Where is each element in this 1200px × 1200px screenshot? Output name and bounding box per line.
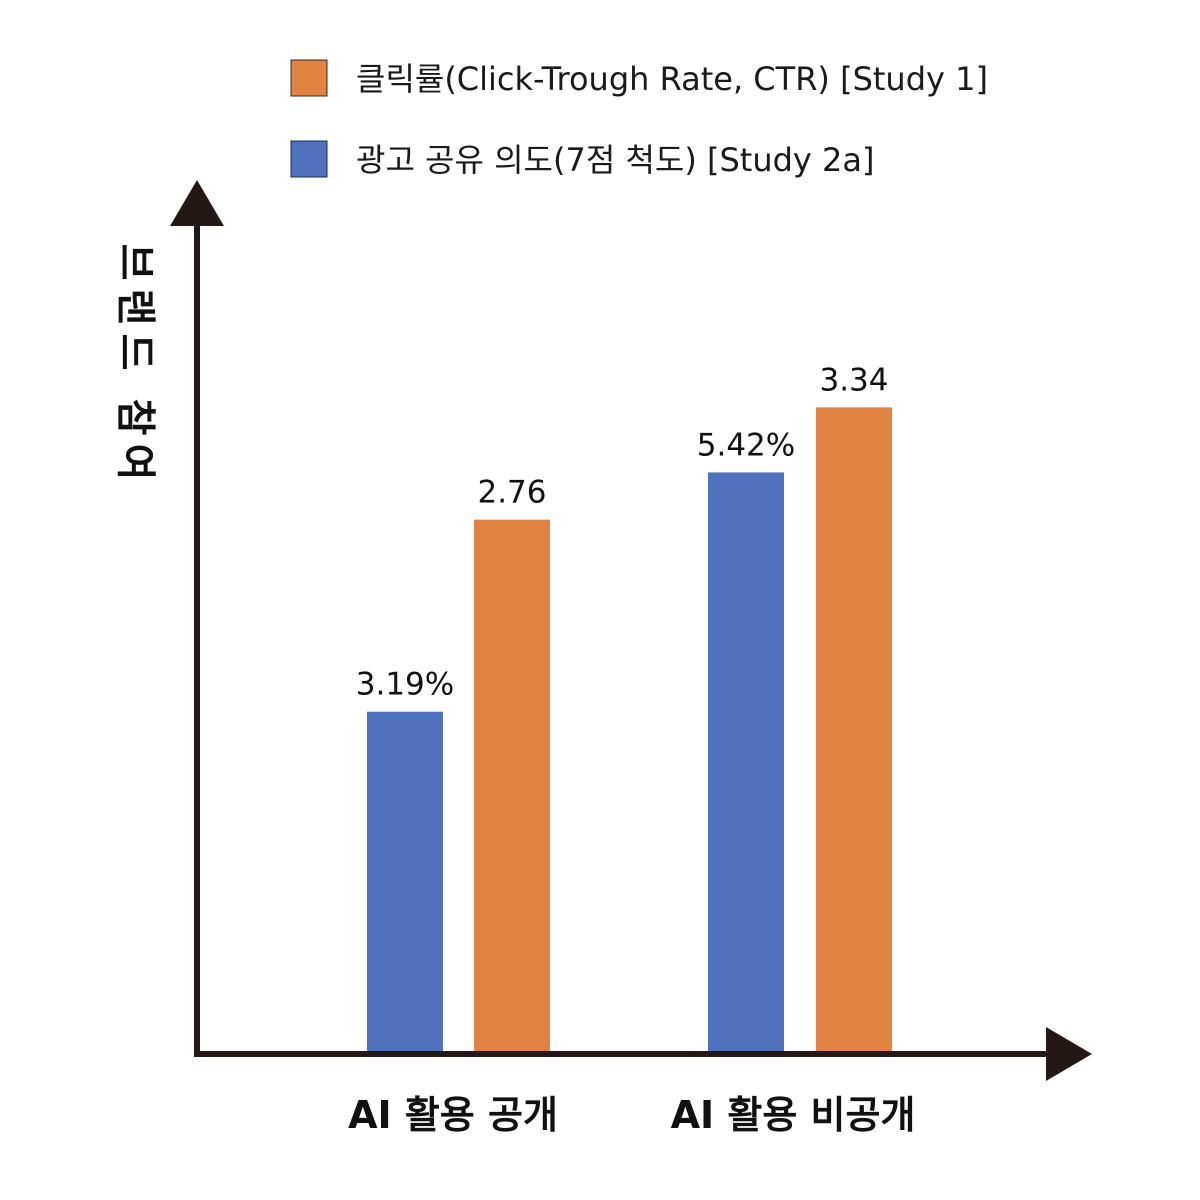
bar-series1-cat0 <box>474 519 550 1054</box>
legend-swatch-share <box>290 140 328 178</box>
y-axis-arrow <box>170 180 224 226</box>
legend: 클릭률(Click-Trough Rate, CTR) [Study 1] 광고… <box>290 59 988 179</box>
value-label-series0-cat1: 5.42% <box>697 427 795 463</box>
bar-series0-cat0 <box>367 711 443 1054</box>
y-axis-label-char: 여 <box>112 444 158 481</box>
value-labels: 3.19% 5.42% 2.76 3.34 <box>356 362 889 702</box>
value-label-series0-cat0: 3.19% <box>356 667 454 703</box>
bars <box>367 407 892 1055</box>
category-label-disclosed: AI 활용 공개 <box>348 1093 558 1137</box>
category-label-undisclosed: AI 활용 비공개 <box>671 1093 916 1137</box>
category-labels: AI 활용 공개 AI 활용 비공개 <box>348 1093 915 1137</box>
axes <box>170 180 1092 1081</box>
y-axis-label-char: 드 <box>112 334 158 371</box>
value-label-series1-cat1: 3.34 <box>819 362 888 398</box>
legend-swatch-ctr <box>290 59 328 97</box>
value-label-series1-cat0: 2.76 <box>477 475 546 511</box>
legend-label-share: 광고 공유 의도(7점 척도) [Study 2a] <box>356 141 874 179</box>
x-axis-arrow <box>1046 1027 1092 1081</box>
bar-series0-cat1 <box>708 472 784 1055</box>
bar-series1-cat1 <box>816 407 892 1055</box>
y-axis-label-char: 브 <box>112 244 158 281</box>
legend-label-ctr: 클릭률(Click-Trough Rate, CTR) [Study 1] <box>356 60 988 98</box>
y-axis-label-char: 랜 <box>112 289 158 326</box>
y-axis-label-char: 참 <box>112 399 158 436</box>
